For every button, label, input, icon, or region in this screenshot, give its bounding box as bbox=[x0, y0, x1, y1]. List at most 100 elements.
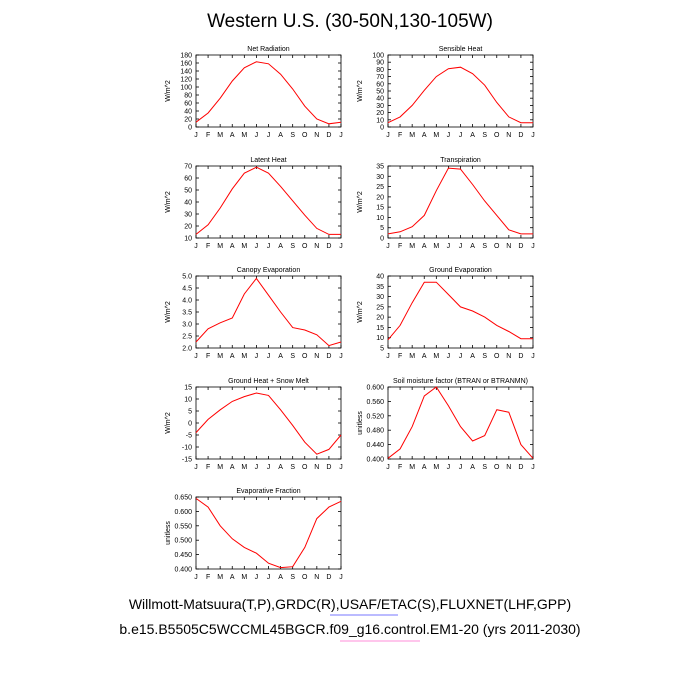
y-axis-label: W/m^2 bbox=[165, 412, 172, 434]
x-tick-label: M bbox=[409, 132, 415, 139]
x-tick-label: D bbox=[326, 464, 331, 471]
x-tick-label: A bbox=[422, 464, 427, 471]
y-tick-label: 0.500 bbox=[174, 538, 192, 545]
x-tick-label: J bbox=[531, 132, 535, 139]
chart-title: Soil moisture factor (BTRAN or BTRANMN) bbox=[393, 378, 528, 385]
chart-title: Transpiration bbox=[440, 157, 481, 164]
x-tick-label: A bbox=[230, 353, 235, 360]
y-axis-label: W/m^2 bbox=[357, 80, 364, 102]
x-tick-label: M bbox=[217, 574, 223, 581]
x-tick-label: N bbox=[314, 574, 319, 581]
plot-frame bbox=[387, 275, 534, 349]
chart-title: Evaporative Fraction bbox=[236, 488, 300, 495]
chart-title: Canopy Evaporation bbox=[237, 267, 301, 274]
y-tick-label: 0 bbox=[380, 236, 384, 243]
x-tick-label: O bbox=[494, 464, 500, 471]
x-tick-label: O bbox=[494, 132, 500, 139]
x-tick-label: S bbox=[290, 574, 295, 581]
chart-panel-8: Soil moisture factor (BTRAN or BTRANMN) 0… bbox=[357, 378, 535, 471]
x-tick-label: J bbox=[459, 353, 463, 360]
y-axis-label: W/m^2 bbox=[357, 191, 364, 213]
x-tick-label: J bbox=[194, 574, 198, 581]
x-tick-label: J bbox=[447, 243, 451, 250]
x-tick-label: J bbox=[194, 132, 198, 139]
x-tick-label: S bbox=[482, 464, 487, 471]
y-tick-label: 3.0 bbox=[182, 322, 192, 329]
x-tick-label: J bbox=[459, 243, 463, 250]
y-tick-label: 2.0 bbox=[182, 346, 192, 353]
x-tick-label: F bbox=[206, 574, 210, 581]
x-tick-label: A bbox=[422, 353, 427, 360]
y-tick-label: 0.450 bbox=[174, 552, 192, 559]
x-tick-label: F bbox=[398, 353, 402, 360]
plot-frame bbox=[195, 386, 342, 460]
x-tick-label: F bbox=[206, 464, 210, 471]
y-tick-label: 10 bbox=[376, 215, 384, 222]
data-series-line bbox=[195, 166, 341, 235]
x-tick-label: M bbox=[409, 353, 415, 360]
plot-frame bbox=[195, 165, 342, 239]
x-tick-label: M bbox=[241, 132, 247, 139]
y-tick-label: 0.600 bbox=[366, 385, 384, 392]
y-tick-label: 10 bbox=[184, 236, 192, 243]
y-tick-label: 20 bbox=[376, 315, 384, 322]
x-tick-label: D bbox=[326, 574, 331, 581]
x-tick-label: A bbox=[470, 464, 475, 471]
y-axis-label: unitless bbox=[357, 411, 364, 435]
x-tick-label: M bbox=[433, 132, 439, 139]
x-tick-label: N bbox=[506, 132, 511, 139]
x-tick-label: A bbox=[230, 464, 235, 471]
y-tick-label: 40 bbox=[184, 109, 192, 116]
y-tick-label: 60 bbox=[184, 176, 192, 183]
x-tick-label: F bbox=[206, 353, 210, 360]
x-tick-label: N bbox=[314, 353, 319, 360]
data-series-line bbox=[195, 392, 342, 455]
y-tick-label: 0 bbox=[380, 125, 384, 132]
y-tick-label: 40 bbox=[184, 200, 192, 207]
y-tick-label: 90 bbox=[376, 60, 384, 67]
x-tick-label: F bbox=[398, 132, 402, 139]
data-series-line bbox=[387, 167, 533, 235]
x-tick-label: S bbox=[290, 132, 295, 139]
y-tick-label: 5.0 bbox=[182, 274, 192, 281]
chart-title: Latent Heat bbox=[250, 157, 286, 164]
x-tick-label: O bbox=[302, 132, 308, 139]
y-tick-label: 80 bbox=[184, 93, 192, 100]
x-tick-label: J bbox=[255, 353, 259, 360]
x-tick-label: J bbox=[339, 353, 343, 360]
y-tick-label: 10 bbox=[184, 397, 192, 404]
y-tick-label: 30 bbox=[184, 212, 192, 219]
plot-frame bbox=[195, 496, 342, 570]
x-tick-label: M bbox=[241, 243, 247, 250]
x-tick-label: M bbox=[241, 353, 247, 360]
data-series-line bbox=[387, 386, 534, 459]
chart-title: Sensible Heat bbox=[439, 46, 483, 53]
x-tick-label: J bbox=[531, 353, 535, 360]
x-tick-label: J bbox=[267, 243, 271, 250]
x-tick-label: J bbox=[339, 243, 343, 250]
y-tick-label: 100 bbox=[180, 85, 192, 92]
x-tick-label: N bbox=[314, 243, 319, 250]
x-tick-label: J bbox=[447, 353, 451, 360]
x-tick-label: D bbox=[518, 464, 523, 471]
y-tick-label: 20 bbox=[376, 110, 384, 117]
plot-frame bbox=[387, 386, 534, 460]
x-tick-label: J bbox=[386, 353, 390, 360]
x-tick-label: F bbox=[398, 464, 402, 471]
y-tick-label: 10 bbox=[376, 335, 384, 342]
x-tick-label: N bbox=[314, 464, 319, 471]
x-tick-label: J bbox=[531, 464, 535, 471]
chart-panel-5: Canopy Evaporation 2.0 2.5 3.0 3.5 4.0 4.5 5.0 J… bbox=[165, 267, 343, 360]
y-tick-label: 15 bbox=[376, 325, 384, 332]
x-tick-label: A bbox=[470, 243, 475, 250]
x-tick-label: J bbox=[339, 574, 343, 581]
x-tick-label: J bbox=[194, 243, 198, 250]
x-tick-label: S bbox=[482, 353, 487, 360]
x-tick-label: D bbox=[518, 243, 523, 250]
data-series-line bbox=[195, 277, 342, 347]
x-tick-label: D bbox=[326, 353, 331, 360]
